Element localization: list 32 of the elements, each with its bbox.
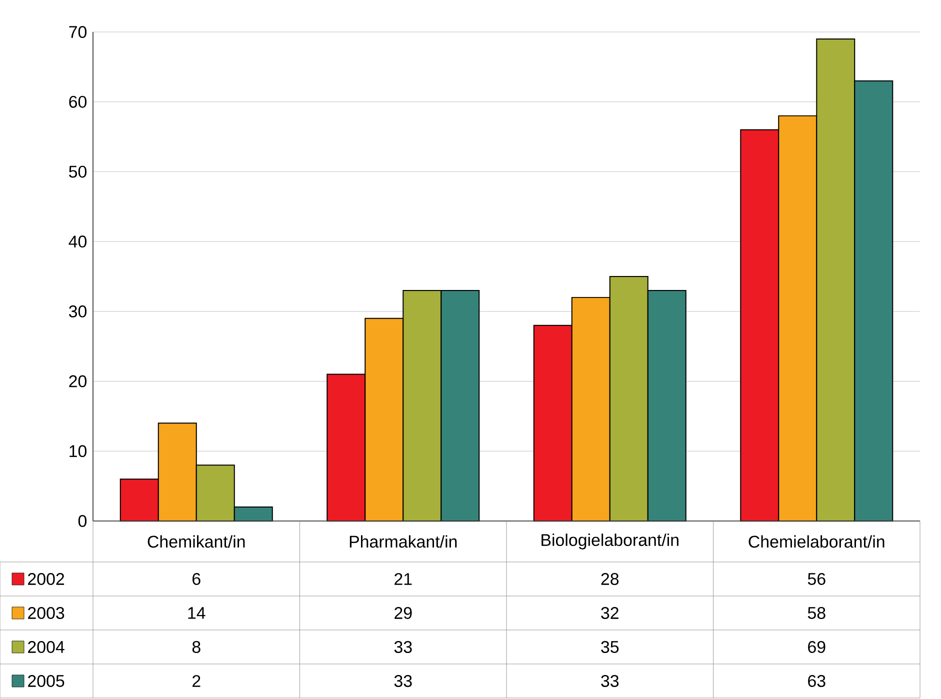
data-label: 56 <box>808 572 826 585</box>
data-label: 29 <box>394 606 412 619</box>
data-label: 2 <box>192 675 200 687</box>
data-label: 58 <box>808 606 826 619</box>
y-tick-label: 20 <box>69 375 87 388</box>
y-tick-label: 40 <box>68 236 87 248</box>
data-label: 69 <box>808 640 826 653</box>
x-tick-label: Biologielaborant/in <box>542 534 678 550</box>
y-tick-label: 60 <box>69 96 87 108</box>
y-tick-label: 50 <box>69 166 87 178</box>
legend-label: 2005 <box>28 674 64 687</box>
y-tick-label: 70 <box>69 26 87 38</box>
legend-label: 2002 <box>28 572 64 585</box>
data-label: 28 <box>601 572 619 585</box>
legend-label: 2004 <box>28 640 64 653</box>
legend-label: 2003 <box>28 606 64 619</box>
data-label: 33 <box>394 640 412 653</box>
data-label: 63 <box>808 674 826 687</box>
y-tick-label: 0 <box>78 514 87 527</box>
data-label: 32 <box>601 606 618 619</box>
data-label: 33 <box>394 674 412 687</box>
y-tick-label: 30 <box>68 305 87 318</box>
data-label: 33 <box>601 674 619 687</box>
y-tick-label: 10 <box>70 445 87 458</box>
data-label: 21 <box>394 573 412 585</box>
data-label: 35 <box>601 640 619 653</box>
data-label: 6 <box>192 572 200 585</box>
x-tick-label: Pharmakant/in <box>350 535 457 548</box>
x-tick-label: Chemikant/in <box>148 535 245 548</box>
data-label: 14 <box>188 607 206 619</box>
data-label: 8 <box>192 640 200 653</box>
x-tick-label: Chemielaborant/in <box>748 535 884 548</box>
